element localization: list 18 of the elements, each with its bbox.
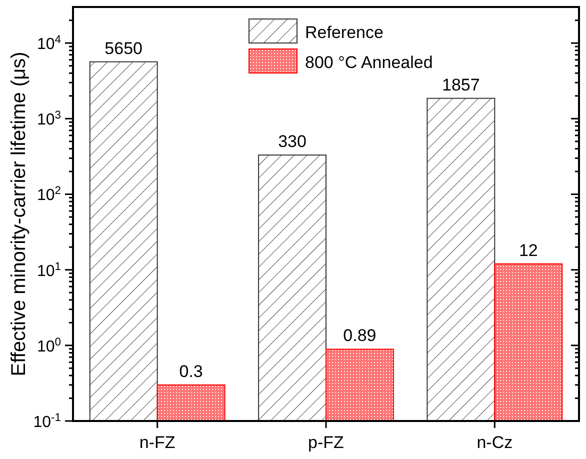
x-tick-label: p-FZ [308,433,344,452]
x-tick-label: n-Cz [476,433,513,452]
y-axis-title: Effective minority-carrier lifetime (μs) [8,52,30,376]
data-label: 0.89 [343,326,376,346]
data-label: 1857 [442,75,480,94]
data-label: 0.3 [179,362,203,381]
y-tick-label: 10$^{-1}$ [33,412,61,431]
legend-label: 800 °C Annealed [305,53,433,72]
y-tick-label: 10$^{2}$ [36,185,61,204]
y-tick-label: 10$^{0}$ [36,336,61,356]
legend-label: Reference [305,23,384,42]
x-tick-label: n-FZ [139,433,176,452]
data-label: 5650 [104,38,143,58]
y-tick-label: 10$^{3}$ [36,110,61,129]
y-tick-label: 10$^{1}$ [36,260,61,280]
y-tick-label: 10$^{4}$ [36,34,61,54]
data-label: 330 [278,132,306,152]
data-label: 12 [518,240,538,260]
